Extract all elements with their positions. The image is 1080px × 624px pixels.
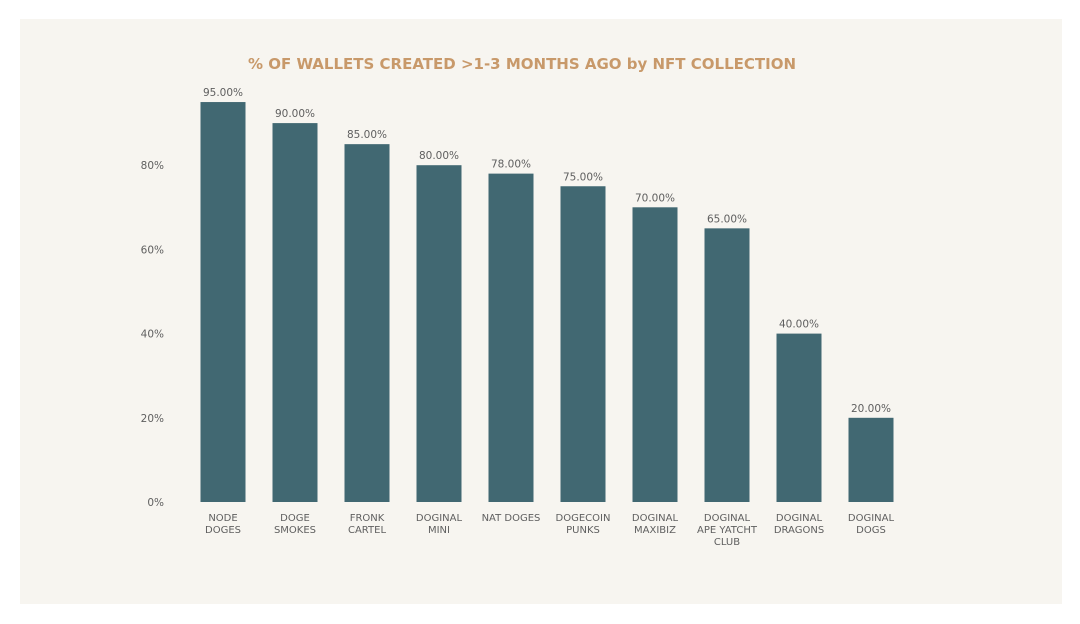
data-label: 80.00% bbox=[419, 150, 459, 162]
bar bbox=[488, 173, 534, 502]
y-tick-label: 0% bbox=[147, 497, 164, 509]
chart-title: % OF WALLETS CREATED >1-3 MONTHS AGO by … bbox=[248, 55, 796, 73]
bar bbox=[560, 186, 606, 502]
data-label: 70.00% bbox=[635, 192, 675, 204]
y-tick-label: 20% bbox=[141, 413, 164, 425]
x-tick-label: DOGE SMOKES bbox=[274, 513, 316, 536]
bar bbox=[200, 102, 246, 503]
bar bbox=[776, 333, 822, 502]
chart-panel: % OF WALLETS CREATED >1-3 MONTHS AGO by … bbox=[20, 19, 1062, 604]
data-label: 20.00% bbox=[851, 403, 891, 415]
bar bbox=[344, 144, 390, 502]
y-axis: 0% 20% 40% 60% 80% bbox=[141, 160, 164, 509]
y-tick-label: 60% bbox=[141, 244, 164, 256]
y-tick-label: 40% bbox=[141, 329, 164, 341]
x-tick-label: DOGINAL APE YATCHT CLUB bbox=[697, 513, 758, 548]
bar bbox=[416, 165, 462, 502]
x-tick-label: NAT DOGES bbox=[482, 513, 541, 524]
data-label: 78.00% bbox=[491, 159, 531, 171]
data-label: 85.00% bbox=[347, 129, 387, 141]
y-tick-label: 80% bbox=[141, 160, 164, 172]
data-label: 90.00% bbox=[275, 108, 315, 120]
bar bbox=[632, 207, 678, 503]
bar bbox=[272, 123, 318, 502]
data-label: 75.00% bbox=[563, 171, 603, 183]
bar-chart: % OF WALLETS CREATED >1-3 MONTHS AGO by … bbox=[141, 55, 895, 548]
bar bbox=[704, 228, 750, 502]
data-label: 65.00% bbox=[707, 213, 747, 225]
x-tick-label: DOGINAL MINI bbox=[416, 513, 463, 536]
x-tick-label: DOGINAL DRAGONS bbox=[774, 513, 824, 536]
x-tick-label: NODE DOGES bbox=[205, 513, 241, 536]
x-axis: NODE DOGES DOGE SMOKES FRONK CARTEL DOGINAL MIN… bbox=[205, 513, 895, 548]
x-tick-label: FRONK CARTEL bbox=[348, 513, 386, 536]
x-tick-label: DOGECOIN PUNKS bbox=[556, 513, 611, 536]
bars: 95.00% 90.00% 85.00% 80.00% 78.00% 75.00% 70.0… bbox=[200, 87, 894, 503]
data-label: 95.00% bbox=[203, 87, 243, 99]
x-tick-label: DOGINAL MAXIBIZ bbox=[632, 513, 679, 536]
x-tick-label: DOGINAL DOGS bbox=[848, 513, 895, 536]
bar bbox=[848, 417, 894, 502]
data-label: 40.00% bbox=[779, 319, 819, 331]
